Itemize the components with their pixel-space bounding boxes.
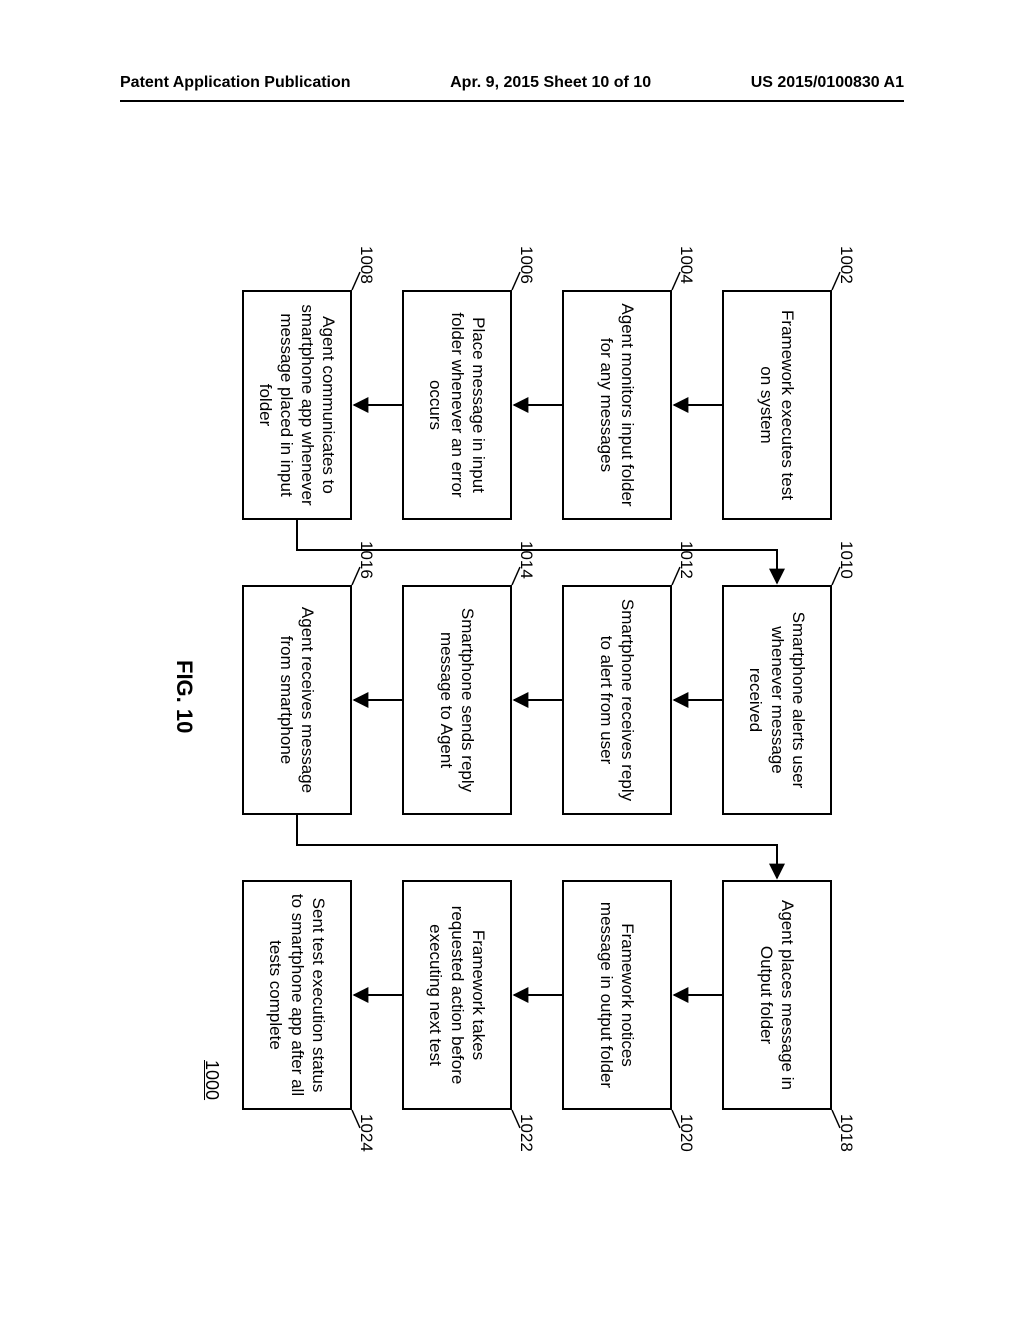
ref-1002: 1002 — [836, 246, 856, 284]
node-1024: Sent test execution status to smartphone… — [242, 880, 352, 1110]
figure-refnum: 1000 — [201, 1060, 222, 1100]
header-center: Apr. 9, 2015 Sheet 10 of 10 — [450, 74, 651, 100]
node-1022: Framework takes requested action before … — [402, 880, 512, 1110]
page-header: Patent Application Publication Apr. 9, 2… — [120, 74, 904, 102]
header-left: Patent Application Publication — [120, 74, 351, 100]
ref-1012: 1012 — [676, 541, 696, 579]
node-1008: Agent communicates to smartphone app whe… — [242, 290, 352, 520]
ref-1008: 1008 — [356, 246, 376, 284]
node-1016: Agent receives message from smartphone — [242, 585, 352, 815]
node-1020: Framework notices message in output fold… — [562, 880, 672, 1110]
ref-1018: 1018 — [836, 1114, 856, 1152]
figure-label: FIG. 10 — [171, 660, 197, 733]
ref-1014: 1014 — [516, 541, 536, 579]
ref-1022: 1022 — [516, 1114, 536, 1152]
node-1014: Smartphone sends reply message to Agent — [402, 585, 512, 815]
header-right: US 2015/0100830 A1 — [751, 74, 904, 100]
flowchart: Framework executes test on system 1002 A… — [162, 250, 862, 1150]
node-1002: Framework executes test on system — [722, 290, 832, 520]
node-1010: Smartphone alerts user whenever message … — [722, 585, 832, 815]
ref-1004: 1004 — [676, 246, 696, 284]
patent-page: Patent Application Publication Apr. 9, 2… — [0, 0, 1024, 1320]
ref-1016: 1016 — [356, 541, 376, 579]
ref-1024: 1024 — [356, 1114, 376, 1152]
node-1018: Agent places message in Output folder — [722, 880, 832, 1110]
ref-1006: 1006 — [516, 246, 536, 284]
node-1006: Place message in input folder whenever a… — [402, 290, 512, 520]
node-1012: Smartphone receives reply to alert from … — [562, 585, 672, 815]
ref-1010: 1010 — [836, 541, 856, 579]
node-1004: Agent monitors input folder for any mess… — [562, 290, 672, 520]
ref-1020: 1020 — [676, 1114, 696, 1152]
